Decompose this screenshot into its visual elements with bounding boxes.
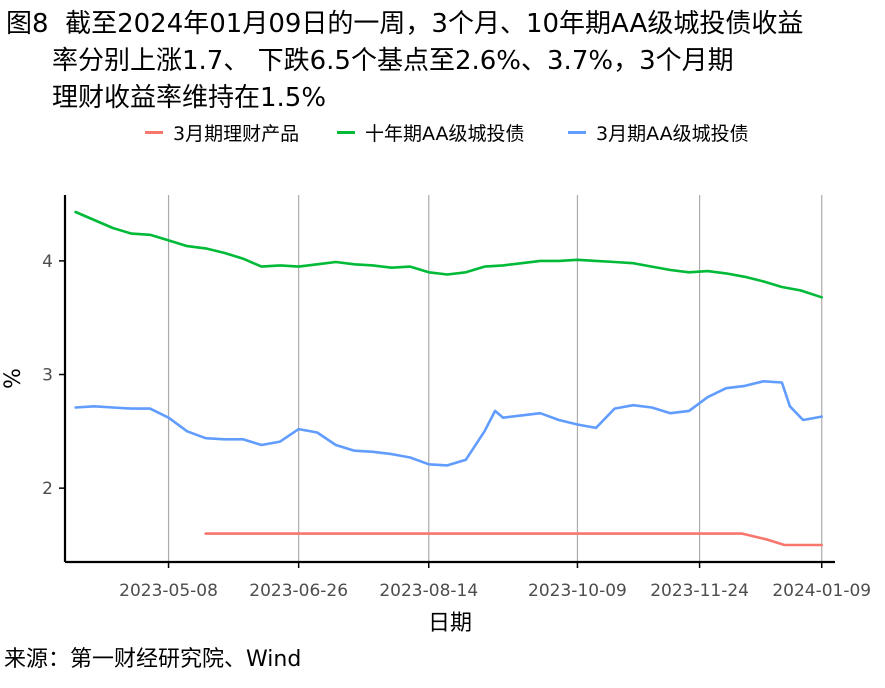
- x-tick-label: 2023-06-26: [249, 581, 348, 601]
- tick-marks: 2023-05-08 2023-06-26 2023-08-14 2023-10-09…: [42, 252, 871, 601]
- legend-item-ten-year: 十年期AA级城投债: [337, 117, 525, 147]
- series-line-three-month: [74, 380, 823, 467]
- x-tick-label: 2023-05-08: [119, 581, 218, 601]
- legend-swatch-three-month: [568, 130, 586, 134]
- chart-legend: 3月期理财产品 十年期AA级城投债 3月期AA级城投债: [0, 117, 885, 147]
- chart-title: 图8 截至2024年01月09日的一周，3个月、10年期AA级城投债收益 率分别…: [6, 6, 882, 117]
- legend-item-wealth: 3月期理财产品: [145, 117, 299, 147]
- legend-label-wealth: 3月期理财产品: [173, 122, 300, 145]
- grid-lines: [167, 195, 823, 562]
- x-tick-label: 2023-11-24: [650, 581, 749, 601]
- legend-swatch-ten-year: [337, 130, 355, 134]
- legend-label-three-month: 3月期AA级城投债: [596, 122, 749, 145]
- title-text-1: 截至2024年01月09日的一周，3个月、10年期AA级城投债收益: [65, 9, 804, 39]
- axes: [63, 195, 835, 564]
- series-line-wealth: [204, 532, 823, 547]
- legend-label-ten-year: 十年期AA级城投债: [365, 122, 525, 145]
- series-line-ten-year: [74, 210, 823, 299]
- x-axis-title: 日期: [428, 611, 472, 636]
- y-tick-label: 2: [42, 479, 53, 499]
- figure-number: 图8: [6, 9, 49, 39]
- x-tick-label: 2024-01-09: [772, 581, 871, 601]
- title-line-1: 图8 截至2024年01月09日的一周，3个月、10年期AA级城投债收益: [6, 6, 882, 43]
- x-tick-label: 2023-10-09: [528, 581, 627, 601]
- source-note: 来源：第一财经研究院、Wind: [4, 647, 302, 672]
- legend-item-three-month: 3月期AA级城投债: [568, 117, 749, 147]
- y-tick-label: 4: [42, 252, 53, 272]
- title-line-3: 理财收益率维持在1.5%: [52, 83, 327, 113]
- y-axis-title: %: [1, 368, 26, 389]
- title-line-2: 率分别上涨1.7、 下跌6.5个基点至2.6%、3.7%，3个月期: [52, 46, 734, 76]
- y-tick-label: 3: [42, 366, 53, 386]
- x-tick-label: 2023-08-14: [379, 581, 478, 601]
- legend-swatch-wealth: [145, 130, 163, 134]
- series-lines: [74, 210, 823, 547]
